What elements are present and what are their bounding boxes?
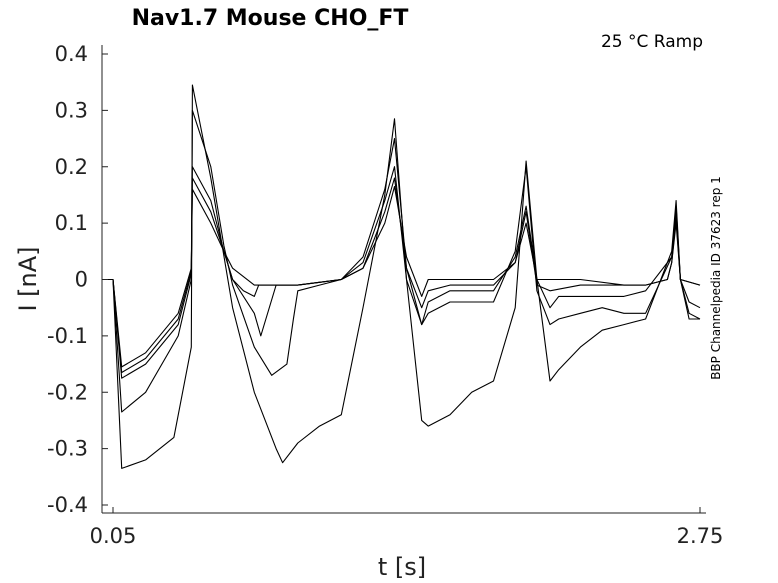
- current-trace-5: [102, 84, 700, 469]
- y-tick-label: -0.2: [47, 380, 88, 404]
- y-tick-label: 0.3: [55, 98, 88, 122]
- y-tick-label: 0.1: [55, 211, 88, 235]
- channelpedia-id-label: BBP Channelpedia ID 37623 rep 1: [709, 176, 723, 380]
- x-axis-label: t [s]: [378, 553, 426, 581]
- y-tick-label: -0.4: [47, 493, 88, 517]
- y-tick-label: 0.4: [55, 42, 88, 66]
- y-tick-label: -0.3: [47, 437, 88, 461]
- trace-group: [102, 84, 701, 469]
- y-tick-label: -0.1: [47, 324, 88, 348]
- y-axis-label: I [nA]: [14, 246, 42, 311]
- y-tick-group: 0.4 0.3 0.2 0.1 0 -0.1 -0.2 -0.3 -0.4: [47, 42, 108, 517]
- x-tick-label: 0.05: [90, 524, 137, 548]
- x-tick-label: 2.75: [677, 524, 724, 548]
- y-tick-label: 0.2: [55, 155, 88, 179]
- x-tick-group: 0.05 2.75: [90, 507, 724, 548]
- temperature-protocol-annotation: 25 °C Ramp: [601, 32, 703, 52]
- y-tick-label: 0: [75, 268, 88, 292]
- chart-title: Nav1.7 Mouse CHO_FT: [132, 6, 409, 31]
